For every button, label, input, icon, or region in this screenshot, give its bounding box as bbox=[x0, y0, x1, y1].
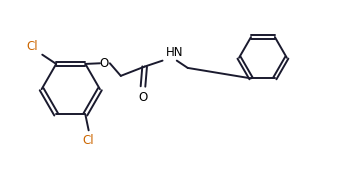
Text: Cl: Cl bbox=[83, 134, 94, 147]
Text: HN: HN bbox=[166, 46, 183, 59]
Text: Cl: Cl bbox=[27, 40, 38, 53]
Text: O: O bbox=[139, 91, 148, 104]
Text: O: O bbox=[100, 57, 109, 70]
